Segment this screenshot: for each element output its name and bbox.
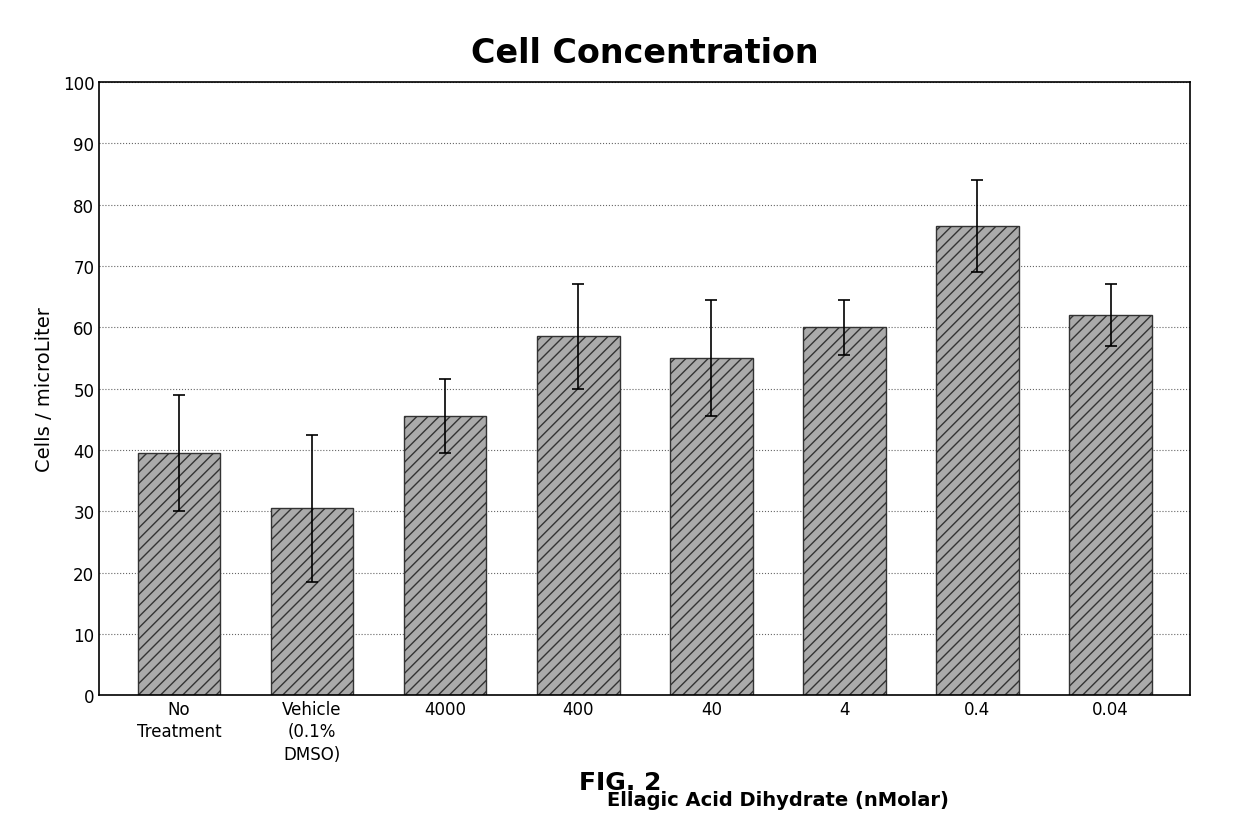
Bar [670,359,753,696]
Y-axis label: Cells / microLiter: Cells / microLiter [36,307,55,471]
Text: Ellagic Acid Dihydrate (nMolar): Ellagic Acid Dihydrate (nMolar) [606,790,949,809]
Bar [537,337,620,696]
Bar [804,328,885,696]
Bar [138,454,221,696]
Bar [936,227,1019,696]
Bar [1069,315,1152,696]
Title: Cell Concentration: Cell Concentration [471,37,818,70]
Text: FIG. 2: FIG. 2 [579,771,661,794]
Bar [270,508,353,696]
Bar [404,416,486,696]
